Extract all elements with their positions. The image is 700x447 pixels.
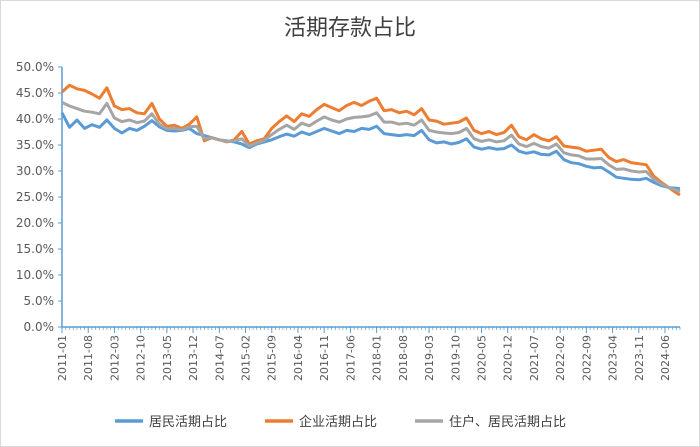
- y-tick-label: 25.0%: [16, 190, 54, 204]
- x-tick-label: 2022-02: [554, 335, 567, 381]
- y-tick-label: 30.0%: [16, 164, 54, 178]
- y-tick-label: 40.0%: [16, 112, 54, 126]
- x-tick-label: 2011-01: [56, 335, 69, 381]
- x-tick-label: 2012-10: [135, 335, 148, 381]
- x-tick-label: 2019-03: [423, 335, 436, 381]
- y-tick-label: 0.0%: [24, 320, 55, 334]
- x-tick-label: 2020-12: [502, 335, 515, 381]
- x-tick-label: 2014-07: [213, 335, 226, 381]
- x-tick-label: 2019-10: [449, 335, 462, 381]
- x-tick-label: 2021-07: [528, 335, 541, 381]
- x-tick-label: 2016-11: [318, 335, 331, 381]
- y-tick-label: 50.0%: [16, 60, 54, 74]
- legend-label-3: 住户、居民活期占比: [449, 414, 566, 430]
- legend-label-2: 企业活期占比: [299, 414, 377, 430]
- x-tick-label: 2023-11: [633, 335, 646, 381]
- y-axis: 0.0% 5.0% 10.0% 15.0% 20.0% 25.0% 30.0% 35.0% 40…: [16, 60, 63, 334]
- series-line-2: [60, 83, 681, 197]
- x-tick-label: 2011-08: [82, 335, 95, 381]
- legend-label-1: 居民活期占比: [149, 415, 227, 430]
- x-tick-label: 2013-12: [187, 335, 200, 381]
- x-tick-label: 2024-06: [659, 335, 672, 381]
- x-tick-label: 2023-04: [607, 335, 620, 381]
- x-tick-label: 2015-02: [240, 335, 253, 381]
- series-lines: [60, 83, 681, 197]
- x-tick-label: 2018-08: [397, 335, 410, 381]
- y-tick-label: 10.0%: [16, 268, 54, 282]
- y-tick-label: 15.0%: [16, 242, 54, 256]
- y-tick-label: 5.0%: [24, 294, 55, 308]
- x-axis: 2011-01 2011-08 2012-03 2012-10 2013-05 2013-…: [56, 326, 681, 381]
- y-tick-label: 20.0%: [16, 216, 54, 230]
- series-line-3: [61, 101, 681, 194]
- chart-title: 活期存款占比: [284, 16, 416, 41]
- x-tick-label: 2015-09: [266, 335, 279, 381]
- x-tick-label: 2017-06: [344, 335, 357, 381]
- x-tick-label: 2022-09: [580, 335, 593, 381]
- x-tick-label: 2020-05: [475, 335, 488, 381]
- x-tick-label: 2016-04: [292, 335, 305, 381]
- x-tick-label: 2012-03: [108, 335, 121, 381]
- x-tick-label: 2018-01: [371, 335, 384, 381]
- x-tick-label: 2013-05: [161, 335, 174, 381]
- legend: 居民活期占比 企业活期占比 住户、居民活期占比: [115, 414, 566, 430]
- y-tick-label: 35.0%: [16, 138, 54, 152]
- y-tick-label: 45.0%: [16, 86, 54, 100]
